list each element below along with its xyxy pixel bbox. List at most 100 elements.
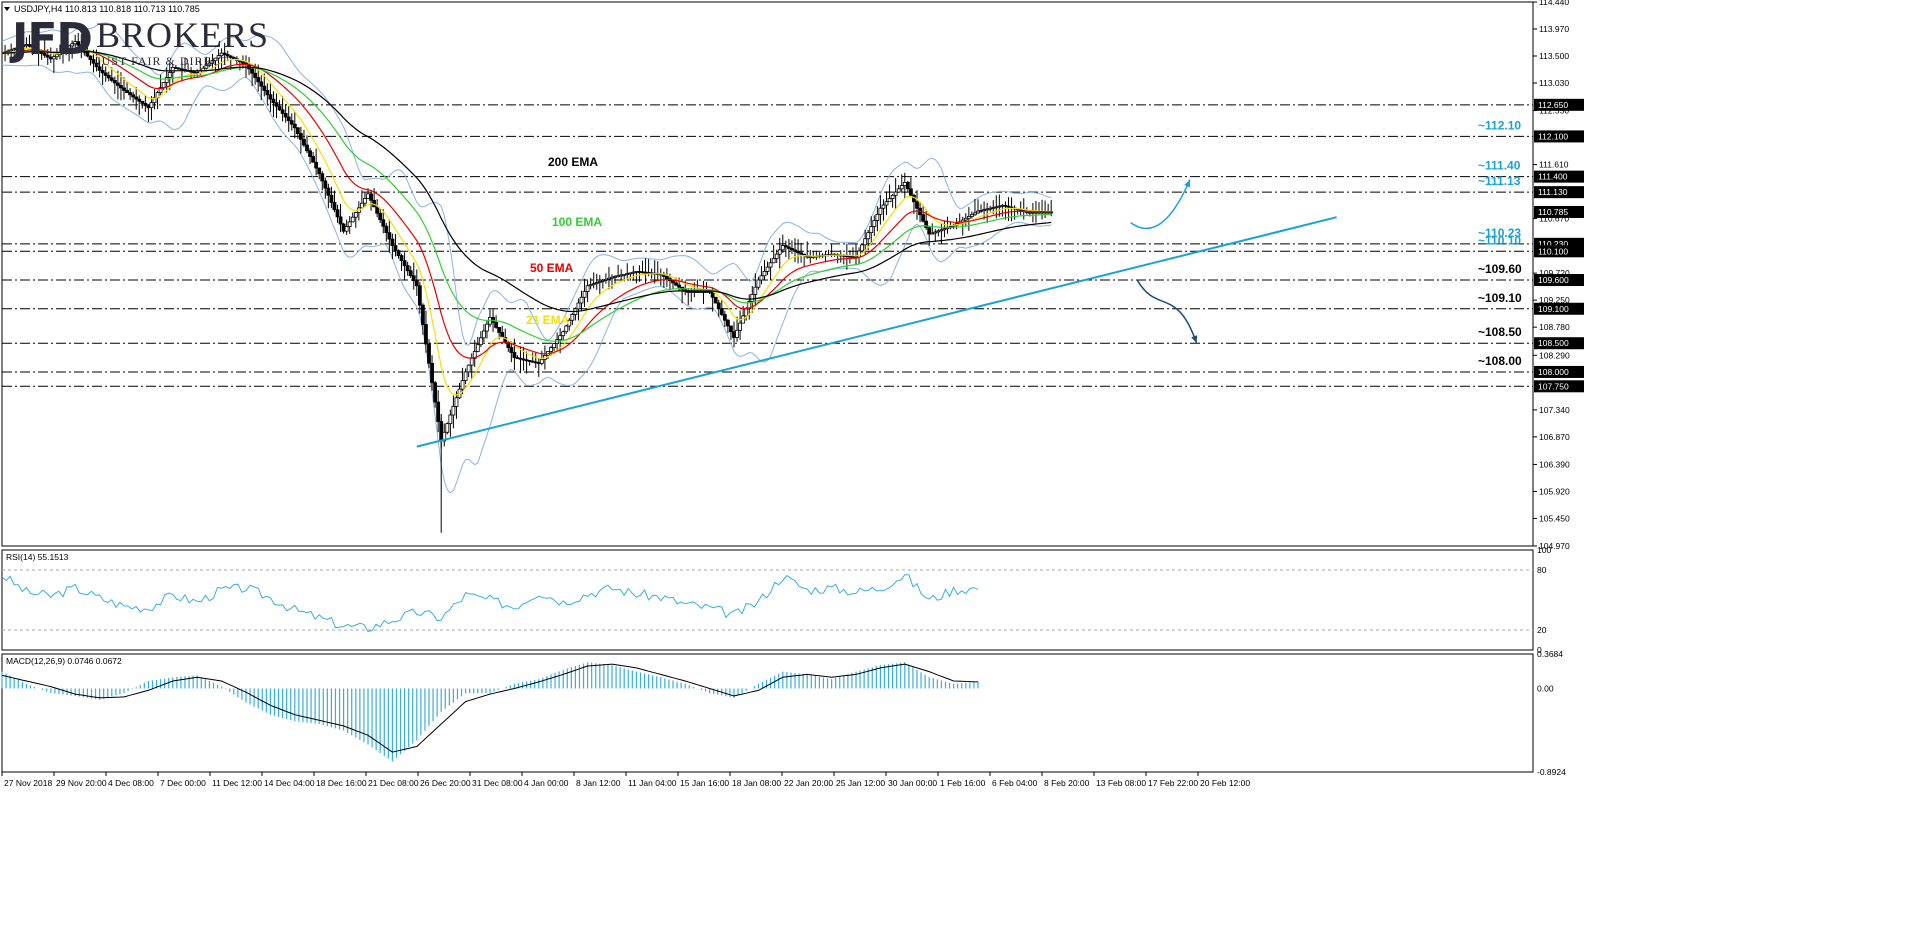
candle-body [27, 44, 32, 47]
logo-name: BROKERS [95, 15, 269, 55]
candle-body [787, 246, 791, 249]
candle-body [384, 225, 389, 234]
candle-body [363, 198, 367, 204]
candle-body [1027, 211, 1032, 214]
ema50-line [1, 48, 1052, 359]
candle-body [359, 202, 364, 209]
candle-body [988, 207, 993, 210]
candle-body [1034, 211, 1038, 214]
candle-body [564, 325, 569, 333]
candle-body [494, 321, 499, 328]
candle-body [170, 67, 175, 73]
candle-body [448, 414, 453, 425]
logo-text-block: BROKERS JUST FAIR & DIRECT [95, 15, 269, 69]
x-tick-label: 8 Jan 12:00 [576, 778, 621, 788]
candle-body [689, 291, 694, 293]
candle-body [991, 207, 996, 209]
candle-body [744, 308, 749, 317]
x-tick-label: 29 Nov 20:00 [56, 778, 107, 788]
candle-body [921, 214, 925, 222]
price-ytick-label: 108.780 [1539, 322, 1570, 332]
x-tick-label: 18 Jan 08:00 [732, 778, 781, 788]
candle-body [549, 347, 553, 352]
candle-body [759, 275, 764, 281]
x-tick-label: 6 Feb 04:00 [992, 778, 1038, 788]
candle-body [637, 271, 642, 273]
candle-body [985, 208, 990, 211]
price-ytick-label: 108.290 [1539, 350, 1570, 360]
candle-body [265, 90, 270, 96]
candle-body [9, 49, 14, 52]
candle-body [719, 308, 724, 315]
candle-body [616, 275, 620, 278]
candle-body [70, 43, 75, 47]
candle-body [735, 329, 739, 338]
x-tick-label: 8 Feb 20:00 [1044, 778, 1090, 788]
candle-body [594, 282, 599, 285]
candle-body [881, 204, 886, 209]
candle-body [878, 207, 883, 215]
candle-body [451, 406, 456, 416]
candle-body [152, 97, 157, 104]
candle-body [366, 193, 370, 199]
candle-body [552, 343, 556, 348]
level-price-box-label: 110.100 [1538, 246, 1568, 256]
candle-body [936, 230, 941, 233]
candle-body [539, 358, 544, 364]
bollinger-lower-line [1, 64, 1052, 494]
level-price-box-label: 112.100 [1538, 131, 1568, 141]
candle-body [631, 271, 636, 274]
candle-body [420, 304, 425, 325]
candle-body [982, 209, 986, 212]
candle-body [915, 201, 919, 209]
candle-body [939, 229, 944, 232]
level-price-box [1534, 302, 1584, 315]
jfd-brokers-logo: JFD BROKERS JUST FAIR & DIRECT [12, 15, 269, 69]
candle-body [567, 319, 572, 327]
x-tick-label: 1 Feb 16:00 [940, 778, 986, 788]
candle-body [408, 270, 413, 277]
rsi-pane-frame [1, 549, 1534, 651]
level-price-box-label: 111.400 [1538, 172, 1568, 182]
candle-body [466, 364, 471, 373]
candle-body [756, 279, 761, 288]
candle-body [732, 331, 736, 338]
candle-body [872, 220, 877, 227]
candle-body [250, 68, 255, 74]
candle-body [222, 52, 227, 55]
rsi-header: RSI(14) 55.1513 [6, 552, 69, 562]
rsi-ytick-label: 100 [1537, 545, 1551, 555]
candle-body [713, 296, 718, 304]
price-ytick-label: 113.500 [1539, 51, 1569, 61]
candle-body [869, 226, 874, 234]
candle-body [323, 180, 328, 189]
candle-body [433, 382, 438, 403]
candle-body [613, 276, 617, 278]
price-ytick-label: 106.870 [1539, 432, 1570, 442]
candle-body [863, 238, 868, 246]
candle-body [311, 156, 316, 163]
x-tick-label: 13 Feb 08:00 [1096, 778, 1146, 788]
candle-body [106, 74, 111, 79]
candle-body [411, 275, 416, 282]
price-ytick-label: 109.720 [1539, 268, 1570, 278]
level-price-box [1534, 130, 1584, 143]
x-tick-label: 15 Jan 16:00 [680, 778, 729, 788]
candle-body [338, 216, 343, 225]
x-tick-label: 30 Jan 00:00 [888, 778, 937, 788]
level-price-box-label: 109.600 [1538, 275, 1569, 285]
candle-body [558, 335, 563, 341]
level-annotation: ~108.00 [1478, 354, 1522, 368]
candle-body [729, 325, 733, 333]
candle-body [942, 228, 947, 231]
candle-body [478, 337, 483, 346]
candle-body [576, 302, 581, 310]
x-tick-label: 20 Feb 12:00 [1200, 778, 1250, 788]
candle-body [387, 232, 392, 240]
x-tick-label: 11 Jan 04:00 [628, 778, 677, 788]
candle-body [15, 47, 20, 50]
level-price-box-label: 108.000 [1538, 367, 1569, 377]
symbol-header: USDJPY,H4 110.813 110.818 110.713 110.78… [14, 4, 200, 14]
candle-body [460, 380, 465, 390]
candle-body [210, 60, 215, 64]
